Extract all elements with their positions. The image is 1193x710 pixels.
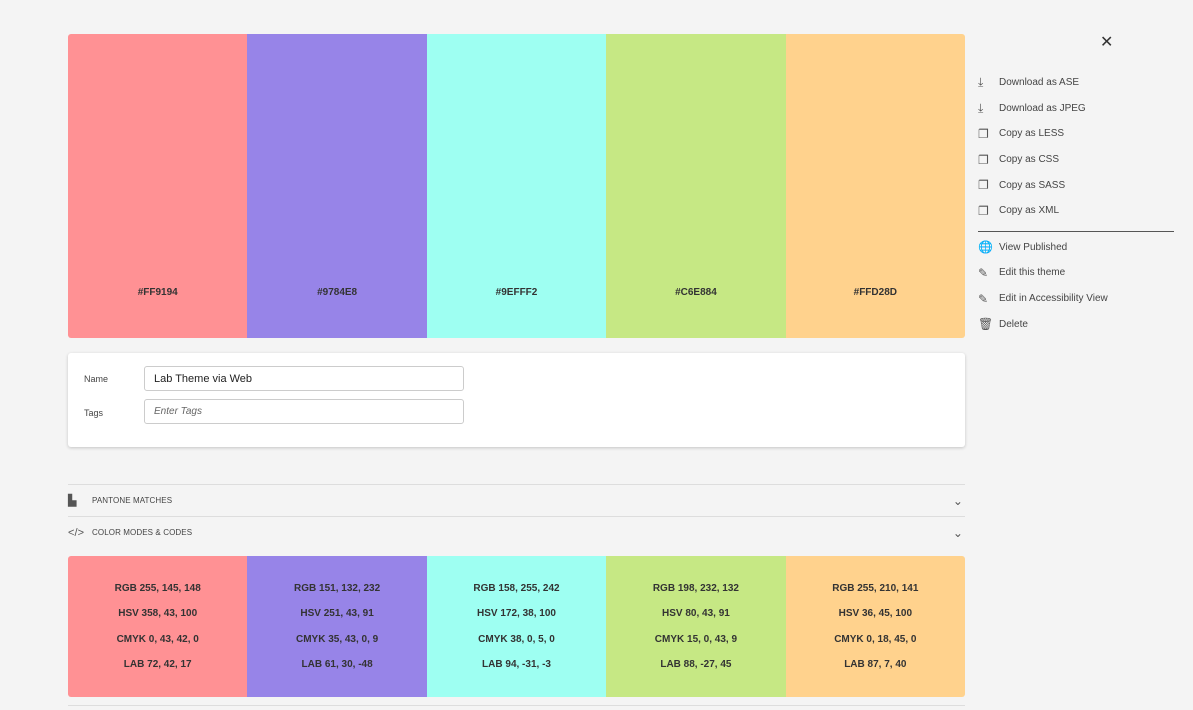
menu-item[interactable]: ⤓ Download as ASE [978,70,1178,96]
cmyk-value[interactable]: CMYK 0, 43, 42, 0 [116,633,199,645]
cmyk-value[interactable]: CMYK 15, 0, 43, 9 [654,633,738,645]
tags-input[interactable]: Enter Tags [144,399,464,424]
menu-item[interactable]: ✎ Edit in Accessibility View [978,286,1178,312]
menu-item-label: Copy as SASS [999,179,1066,191]
swatch[interactable]: #9784E8 [247,34,427,338]
name-input[interactable]: Lab Theme via Web [144,366,464,391]
copy-icon: ❐ [978,126,989,141]
menu-item-label: Edit in Accessibility View [999,293,1108,305]
trash-icon: 🗑 [978,317,994,332]
menu-item[interactable]: 🗑 Delete [978,311,1178,337]
menu-item-label: Delete [999,318,1028,330]
menu-item[interactable]: ❐ Copy as CSS [978,147,1178,173]
menu-item[interactable]: 🌐 View Published [978,235,1178,261]
menu-item-label: Copy as XML [999,205,1060,217]
color-code-column: RGB 151, 132, 232 HSV 251, 43, 91 CMYK 35,… [247,556,427,697]
section-title: COLOR MODES & CODES [92,528,193,537]
menu-item-label: Copy as CSS [999,154,1060,166]
menu-item-label: Download as JPEG [999,102,1086,114]
swatch[interactable]: #FF9194 [68,34,248,338]
swatch-hex: #9EFFF2 [495,287,538,298]
rgb-value[interactable]: RGB 151, 132, 232 [294,583,381,595]
actions-menu: ⤓ Download as ASE ⤓ Download as JPEG ❐ Copy a… [978,70,1178,337]
hsv-value[interactable]: HSV 80, 43, 91 [662,608,730,620]
cmyk-value[interactable]: CMYK 38, 0, 5, 0 [478,633,555,645]
theme-form: Name Lab Theme via Web Tags Enter Tags [68,353,965,447]
copy-icon: ❐ [978,203,989,218]
menu-item-label: Edit this theme [999,267,1066,279]
lab-value[interactable]: LAB 87, 7, 40 [844,658,907,670]
close-icon[interactable]: ✕ [1100,34,1114,51]
color-code-column: RGB 255, 210, 141 HSV 36, 45, 100 CMYK 0, … [785,556,965,697]
pantone-matches-section[interactable]: ▙ PANTONE MATCHES ⌄ [68,484,965,516]
hsv-value[interactable]: HSV 36, 45, 100 [838,608,913,620]
chevron-down-icon[interactable]: ⌄ [952,493,963,508]
lab-value[interactable]: LAB 94, -31, -3 [482,658,551,670]
code-icon: </> [68,526,85,539]
menu-item[interactable]: ❐ Copy as SASS [978,172,1178,198]
download-icon: ⤓ [978,100,984,115]
swatch-hex: #C6E884 [675,287,717,298]
color-swatches: #FF9194 #9784E8 #9EFFF2 #C6E884 #FFD28D [68,34,965,338]
copy-icon: ❐ [978,178,989,193]
lab-value[interactable]: LAB 61, 30, -48 [301,658,373,670]
cmyk-value[interactable]: CMYK 0, 18, 45, 0 [834,633,917,645]
edit-icon: ✎ [978,265,989,280]
copy-icon: ❐ [978,152,989,167]
menu-item[interactable]: ✎ Edit this theme [978,260,1178,286]
swatch[interactable]: #9EFFF2 [426,34,607,338]
color-code-column: RGB 198, 232, 132 HSV 80, 43, 91 CMYK 15, … [606,556,786,697]
globe-icon: 🌐 [978,240,993,255]
menu-item-label: Copy as LESS [999,128,1065,140]
cmyk-value[interactable]: CMYK 35, 43, 0, 9 [295,633,379,645]
swatch[interactable]: #FFD28D [785,34,965,338]
color-codes: RGB 255, 145, 148 HSV 358, 43, 100 CMYK 0,… [68,556,965,697]
pantone-icon: ▙ [68,495,77,507]
name-label: Name [84,374,109,384]
swatch-hex: #9784E8 [317,287,358,298]
swatch-hex: #FFD28D [853,287,897,298]
section-title: PANTONE MATCHES [92,496,173,505]
rgb-value[interactable]: RGB 198, 232, 132 [652,583,739,595]
hsv-value[interactable]: HSV 358, 43, 100 [118,608,198,620]
lab-value[interactable]: LAB 88, -27, 45 [660,658,732,670]
rgb-value[interactable]: RGB 255, 210, 141 [832,583,919,595]
menu-divider [978,230,1174,232]
menu-item[interactable]: ❐ Copy as XML [978,198,1178,224]
menu-item-label: Download as ASE [999,77,1080,89]
chevron-down-icon[interactable]: ⌄ [952,525,963,540]
color-code-column: RGB 158, 255, 242 HSV 172, 38, 100 CMYK 38… [426,556,607,697]
divider [68,705,965,706]
color-modes-section[interactable]: </> COLOR MODES & CODES ⌄ [68,516,965,548]
menu-item[interactable]: ❐ Copy as LESS [978,121,1178,147]
rgb-value[interactable]: RGB 255, 145, 148 [114,583,201,595]
menu-item-label: View Published [999,241,1068,253]
menu-item[interactable]: ⤓ Download as JPEG [978,96,1178,122]
swatch-hex: #FF9194 [137,287,178,298]
download-icon: ⤓ [978,75,984,90]
lab-value[interactable]: LAB 72, 42, 17 [123,658,192,670]
edit-icon: ✎ [978,291,989,306]
tags-label: Tags [84,408,104,418]
hsv-value[interactable]: HSV 251, 43, 91 [300,608,374,620]
hsv-value[interactable]: HSV 172, 38, 100 [477,608,556,620]
rgb-value[interactable]: RGB 158, 255, 242 [473,583,560,595]
color-code-column: RGB 255, 145, 148 HSV 358, 43, 100 CMYK 0,… [68,556,248,697]
swatch[interactable]: #C6E884 [606,34,786,338]
